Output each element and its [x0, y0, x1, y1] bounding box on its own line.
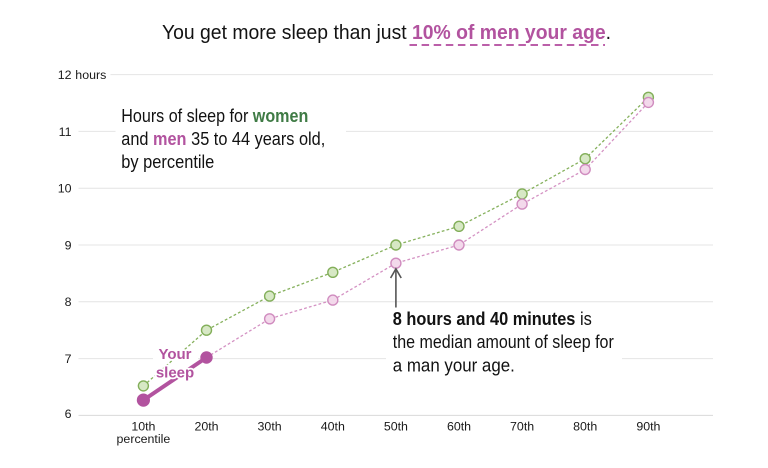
svg-text:9: 9 — [65, 238, 72, 252]
svg-text:35 to 44 years old,: 35 to 44 years old, — [187, 129, 326, 149]
svg-text:8: 8 — [65, 295, 72, 309]
svg-text:women: women — [252, 106, 308, 126]
svg-text:Your: Your — [158, 346, 191, 363]
svg-text:20th: 20th — [194, 419, 218, 433]
svg-text:12: 12 — [58, 68, 72, 82]
svg-text:7: 7 — [65, 352, 72, 366]
svg-text:men: men — [153, 129, 187, 149]
svg-text:80th: 80th — [573, 419, 597, 433]
svg-text:a man your age.: a man your age. — [393, 355, 515, 375]
svg-text:percentile: percentile — [117, 432, 171, 446]
svg-text:hours: hours — [75, 68, 106, 82]
svg-text:Hours of sleep for: Hours of sleep for — [121, 106, 253, 126]
svg-text:8 hours and 40 minutes: 8 hours and 40 minutes — [393, 309, 576, 329]
svg-text:90th: 90th — [636, 419, 660, 433]
svg-text:sleep: sleep — [156, 365, 194, 382]
svg-text:and: and — [121, 129, 153, 149]
svg-text:10: 10 — [58, 182, 72, 196]
svg-text:40th: 40th — [321, 419, 345, 433]
svg-text:the median amount of sleep for: the median amount of sleep for — [393, 332, 614, 352]
svg-text:is: is — [575, 309, 591, 329]
svg-text:10th: 10th — [131, 419, 155, 433]
svg-text:70th: 70th — [510, 419, 534, 433]
svg-text:You get more sleep than just: You get more sleep than just — [162, 21, 412, 44]
svg-text:by percentile: by percentile — [121, 152, 214, 172]
svg-text:60th: 60th — [447, 419, 471, 433]
svg-text:30th: 30th — [258, 419, 282, 433]
svg-text:50th: 50th — [384, 419, 408, 433]
svg-text:10% of men your age: 10% of men your age — [412, 21, 606, 44]
svg-text:6: 6 — [65, 407, 72, 421]
svg-text:.: . — [606, 21, 611, 44]
svg-text:11: 11 — [59, 125, 72, 139]
